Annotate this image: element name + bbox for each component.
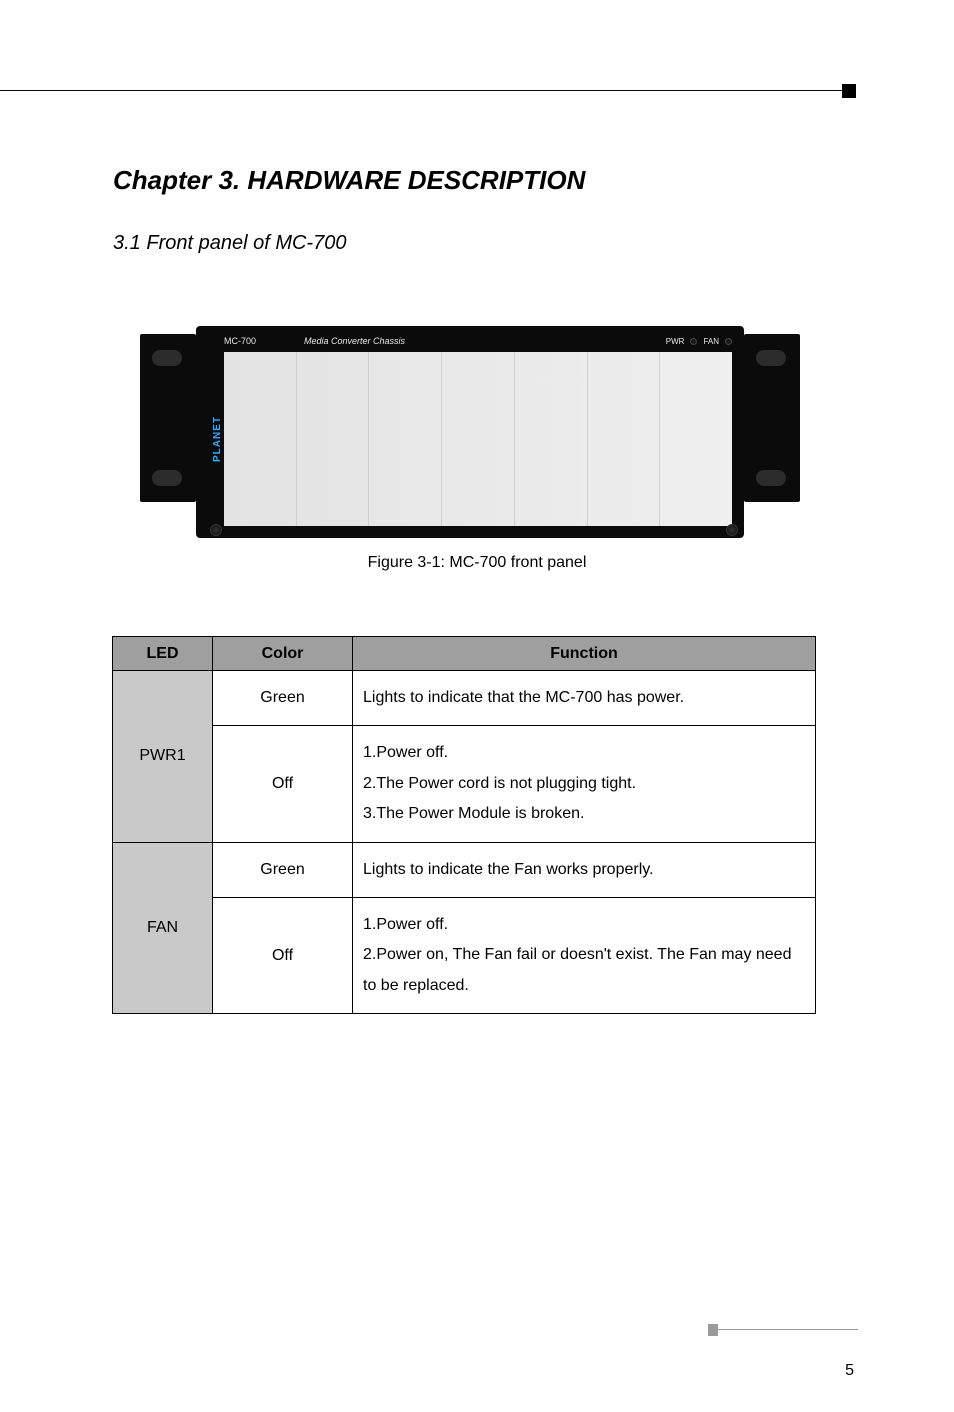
chassis-bay xyxy=(297,352,370,526)
led-function-cell: Lights to indicate that the MC-700 has p… xyxy=(353,671,816,726)
th-function: Function xyxy=(353,637,816,671)
th-led: LED xyxy=(113,637,213,671)
led-name-cell: PWR1 xyxy=(113,671,213,843)
screw-icon xyxy=(210,524,222,536)
chassis-bay xyxy=(369,352,442,526)
rack-ear-right xyxy=(744,334,800,502)
led-color-cell: Off xyxy=(213,897,353,1013)
brand-label: PLANET xyxy=(212,416,223,462)
led-name-cell: FAN xyxy=(113,842,213,1014)
chassis-bays xyxy=(224,352,732,526)
th-color: Color xyxy=(213,637,353,671)
chapter-title: Chapter 3. HARDWARE DESCRIPTION xyxy=(113,165,585,196)
header-rule xyxy=(0,90,846,91)
page: Chapter 3. HARDWARE DESCRIPTION 3.1 Fron… xyxy=(0,0,954,1412)
mount-slot-icon xyxy=(756,350,786,366)
footer-rule xyxy=(716,1329,858,1330)
header-corner-mark xyxy=(842,84,856,98)
led-table-wrap: LED Color Function PWR1GreenLights to in… xyxy=(112,636,816,1014)
led-color-cell: Green xyxy=(213,671,353,726)
footer-tick-icon xyxy=(708,1324,718,1336)
mount-slot-icon xyxy=(152,470,182,486)
chassis-bay xyxy=(224,352,297,526)
led-table: LED Color Function PWR1GreenLights to in… xyxy=(112,636,816,1014)
chassis-bay xyxy=(660,352,732,526)
rack-ear-left xyxy=(140,334,196,502)
table-header-row: LED Color Function xyxy=(113,637,816,671)
chassis-frame: MC-700 Media Converter Chassis PWR FAN P… xyxy=(196,326,744,538)
chassis-bay xyxy=(515,352,588,526)
product-figure: MC-700 Media Converter Chassis PWR FAN P… xyxy=(140,326,800,538)
pwr-led-dot-icon xyxy=(690,338,697,345)
chassis-bay xyxy=(588,352,661,526)
table-row: PWR1GreenLights to indicate that the MC-… xyxy=(113,671,816,726)
chassis: MC-700 Media Converter Chassis PWR FAN P… xyxy=(140,326,800,538)
led-function-cell: 1.Power off.2.Power on, The Fan fail or … xyxy=(353,897,816,1013)
chassis-title-label: Media Converter Chassis xyxy=(304,336,666,346)
page-number: 5 xyxy=(845,1362,854,1380)
mount-slot-icon xyxy=(152,350,182,366)
table-row: FANGreenLights to indicate the Fan works… xyxy=(113,842,816,897)
mount-slot-icon xyxy=(756,470,786,486)
table-row: Off1.Power off.2.The Power cord is not p… xyxy=(113,726,816,842)
led-function-cell: 1.Power off.2.The Power cord is not plug… xyxy=(353,726,816,842)
fan-led-dot-icon xyxy=(725,338,732,345)
section-title: 3.1 Front panel of MC-700 xyxy=(113,232,346,255)
led-color-cell: Green xyxy=(213,842,353,897)
pwr-led-label: PWR xyxy=(666,337,685,346)
chassis-model-label: MC-700 xyxy=(224,336,304,346)
chassis-bay xyxy=(442,352,515,526)
figure-caption: Figure 3-1: MC-700 front panel xyxy=(0,554,954,572)
screw-icon xyxy=(726,524,738,536)
table-row: Off1.Power off.2.Power on, The Fan fail … xyxy=(113,897,816,1013)
chassis-top-label-strip: MC-700 Media Converter Chassis PWR FAN xyxy=(224,332,732,350)
corner-square-icon xyxy=(842,84,856,98)
led-color-cell: Off xyxy=(213,726,353,842)
led-function-cell: Lights to indicate the Fan works properl… xyxy=(353,842,816,897)
chassis-led-labels: PWR FAN xyxy=(666,337,732,346)
fan-led-label: FAN xyxy=(703,337,719,346)
